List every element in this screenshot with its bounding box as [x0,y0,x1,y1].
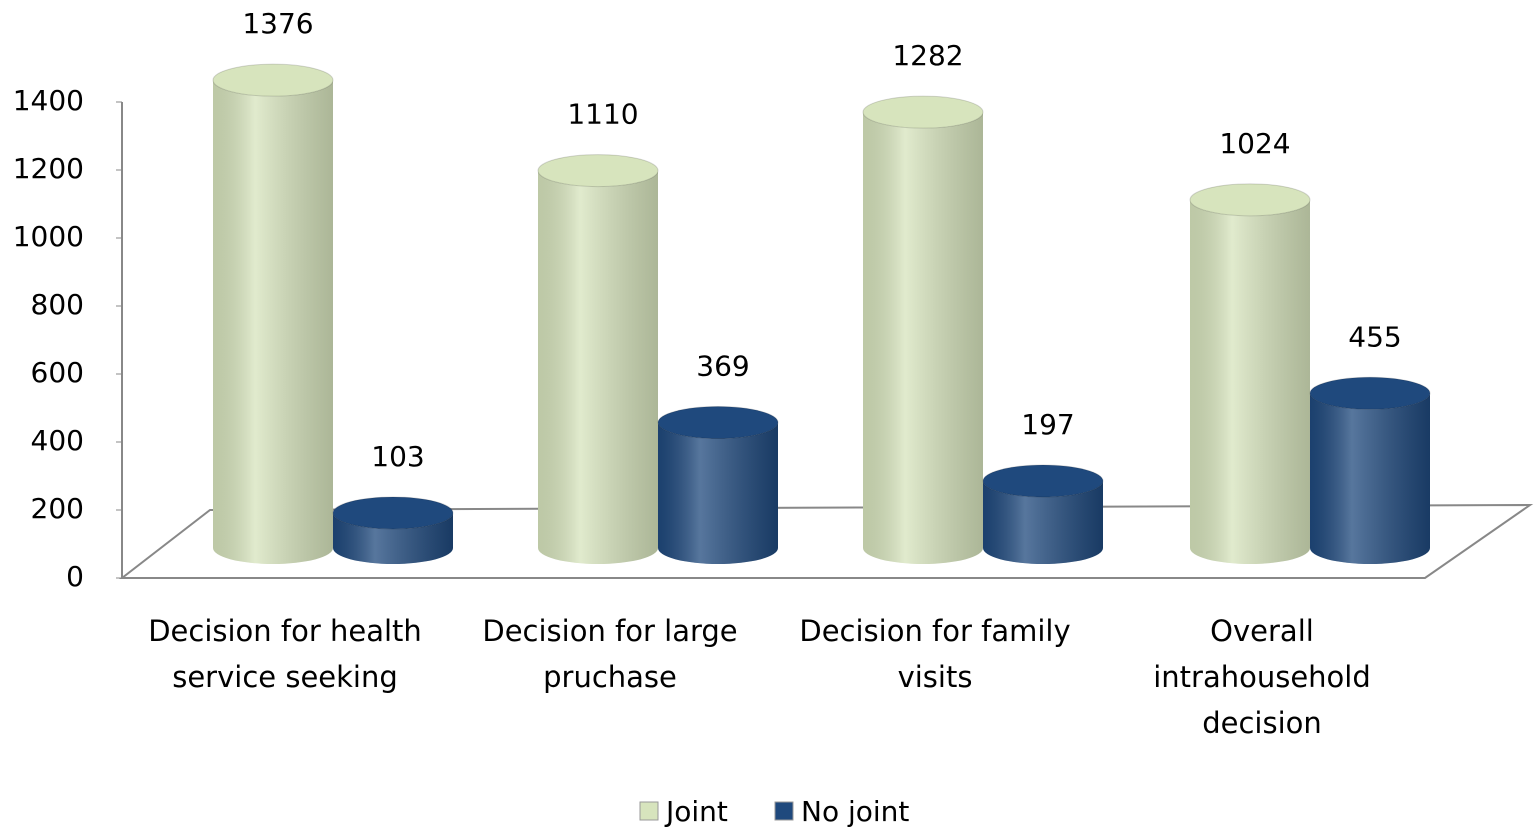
bar-top [982,464,1104,498]
bar-shade [538,170,658,564]
cylinder [982,464,1104,564]
x-tick-label: Decision for health service seeking [148,614,422,694]
value-label: 455 [1348,320,1401,353]
cylinder [1309,376,1431,564]
bar-top [1189,183,1311,217]
bar-top [657,406,779,440]
value-label: 103 [371,440,424,473]
y-tick-label: 800 [31,288,84,321]
bar-shade [863,112,983,565]
cylinder [657,406,779,564]
legend-label: No joint [801,795,909,828]
cylinder [537,154,659,564]
y-tick-label: 600 [31,356,84,389]
value-label: 1376 [242,7,313,40]
y-tick-label: 200 [31,492,84,525]
bar-shade [213,80,333,564]
y-tick-label: 0 [66,560,84,593]
cylinder [1189,183,1311,564]
bar-top [1309,376,1431,410]
y-tick-label: 1200 [13,152,84,185]
legend-swatch [639,801,659,821]
value-label: 1024 [1219,127,1290,160]
value-label: 197 [1021,408,1074,441]
bar-shade [1190,199,1310,564]
value-label: 1282 [892,39,963,72]
bar-top [537,154,659,188]
bar-shade [1310,393,1430,564]
bar-top [862,95,984,129]
bar-shade [333,512,453,564]
legend-label: Joint [664,795,728,828]
bar-shade [983,481,1103,564]
y-tick-label: 1400 [13,84,84,117]
cylinder [862,95,984,565]
cylinder [332,496,454,564]
value-label: 1110 [567,98,638,131]
bar-top [332,496,454,530]
bar-shade [658,422,778,564]
x-tick-label: Decision for family visits [799,614,1071,694]
bar-top [212,63,334,97]
value-label: 369 [696,350,749,383]
x-tick-label: Overall intrahousehold decision [1153,614,1371,740]
y-tick-label: 1000 [13,220,84,253]
x-tick-label: Decision for large pruchase [482,614,738,694]
floor [119,102,1534,579]
cylinder [212,63,334,564]
legend-swatch [774,801,794,821]
y-tick-label: 400 [31,424,84,457]
